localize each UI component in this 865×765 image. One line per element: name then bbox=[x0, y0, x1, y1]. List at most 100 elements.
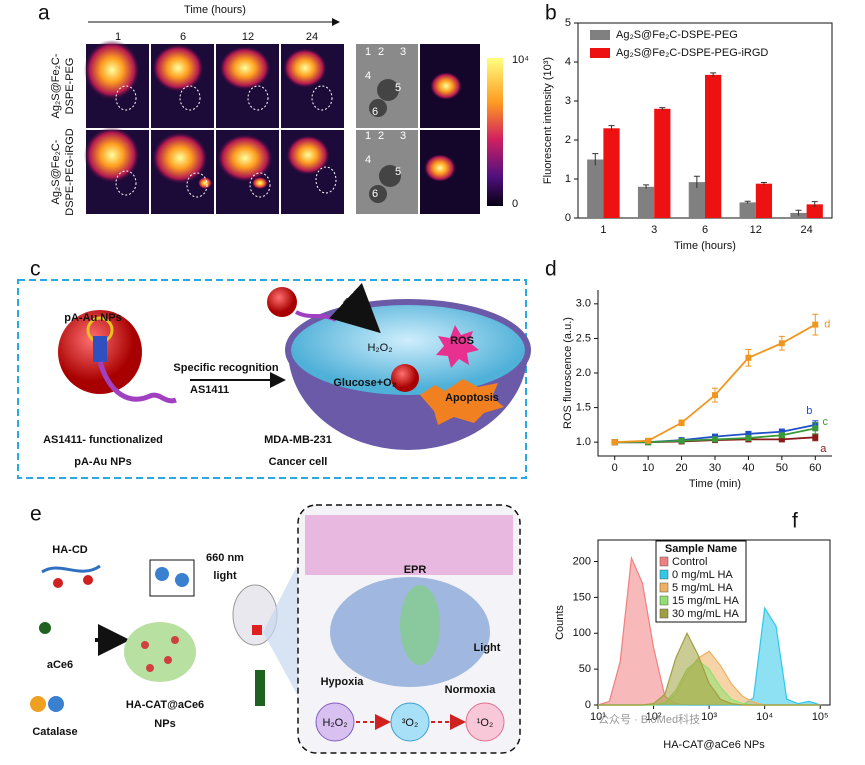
y-tick-label: 3 bbox=[565, 95, 571, 107]
x-tick-label: 10 bbox=[642, 462, 654, 474]
legend-swatch bbox=[659, 595, 669, 606]
legend-label: Control bbox=[672, 556, 707, 568]
y-tick-label: 2.5 bbox=[576, 332, 591, 344]
x-tick-label: 6 bbox=[702, 224, 708, 236]
legend-title: Sample Name bbox=[665, 543, 737, 555]
error-bar bbox=[608, 125, 615, 132]
colorbar-max: 10⁴ bbox=[512, 54, 529, 66]
organ-number: 3 bbox=[400, 46, 406, 58]
y-tick-label: 1 bbox=[565, 173, 571, 185]
panel-label: e bbox=[30, 503, 42, 526]
panel-label: f bbox=[792, 510, 798, 533]
point bbox=[778, 428, 785, 435]
error-bar bbox=[795, 209, 802, 216]
y-tick-label: 0 bbox=[565, 212, 571, 224]
organ-number: 5 bbox=[395, 166, 401, 178]
light-label: 660 nm bbox=[206, 552, 244, 564]
organ-number: 3 bbox=[400, 130, 406, 142]
x-tick-label: 60 bbox=[809, 462, 821, 474]
series-label: c bbox=[823, 416, 829, 428]
time-point: 6 bbox=[180, 31, 186, 43]
y-axis-title: ROS fluroscence (a.u.) bbox=[562, 317, 574, 429]
time-point: 24 bbox=[306, 31, 318, 43]
np-label: NPs bbox=[154, 718, 175, 730]
x-tick-label: 10⁵ bbox=[812, 711, 829, 723]
panel-e: HA-CD aCe6 Catalase HA-CAT@aCe6 NPs 660 … bbox=[30, 504, 521, 754]
x-tick-label: 10⁴ bbox=[756, 711, 773, 723]
cell-caption: Cancer cell bbox=[269, 456, 328, 468]
group-label: Ag₂S@Fe₂C- bbox=[50, 53, 62, 118]
x-tick-label: 12 bbox=[750, 224, 762, 236]
x-tick-label: 10³ bbox=[701, 711, 717, 723]
organ-number: 2 bbox=[378, 46, 384, 58]
x-tick-label: 0 bbox=[612, 462, 618, 474]
species-label: ³O₂ bbox=[402, 717, 419, 729]
point bbox=[611, 439, 618, 446]
y-tick-label: 150 bbox=[573, 591, 591, 603]
y-tick-label: 4 bbox=[565, 56, 571, 68]
group-label: DSPE-PEG-iRGD bbox=[64, 128, 76, 215]
error-bar bbox=[659, 107, 666, 110]
legend-swatch bbox=[659, 569, 669, 580]
point bbox=[778, 340, 785, 347]
x-tick-label: 3 bbox=[651, 224, 657, 236]
legend-label: 30 mg/mL HA bbox=[672, 608, 740, 620]
series-label: b bbox=[806, 405, 812, 417]
legend-swatch bbox=[659, 556, 669, 567]
ros-label: ROS bbox=[450, 335, 474, 347]
organ-number: 6 bbox=[372, 188, 378, 200]
y-tick-label: 1.0 bbox=[576, 436, 591, 448]
point bbox=[678, 419, 685, 426]
point bbox=[745, 435, 752, 442]
error-bar bbox=[643, 184, 650, 189]
legend-swatch bbox=[659, 608, 669, 619]
x-tick-label: 24 bbox=[800, 224, 812, 236]
species-label: ¹O₂ bbox=[477, 717, 494, 729]
bar bbox=[755, 183, 773, 218]
apoptosis-label: Apoptosis bbox=[445, 392, 499, 404]
time-point: 1 bbox=[115, 31, 121, 43]
x-tick-label: 10¹ bbox=[590, 711, 606, 723]
organ-number: 4 bbox=[365, 154, 371, 166]
legend-swatch bbox=[590, 30, 610, 40]
error-bar bbox=[811, 201, 818, 208]
x-tick-label: 50 bbox=[776, 462, 788, 474]
panel-label: c bbox=[30, 258, 41, 281]
y-axis-title: Counts bbox=[554, 605, 566, 640]
bar bbox=[739, 202, 756, 218]
point bbox=[712, 436, 718, 443]
organ-number: 5 bbox=[395, 82, 401, 94]
bar bbox=[806, 204, 823, 218]
catalase-label: Catalase bbox=[32, 726, 77, 738]
error-bar bbox=[592, 153, 599, 166]
point bbox=[712, 392, 718, 399]
organ-number: 2 bbox=[378, 130, 384, 142]
bar bbox=[654, 108, 671, 218]
aptamer-label: AS1411 bbox=[190, 384, 229, 396]
light-label: light bbox=[213, 570, 237, 582]
point bbox=[745, 430, 752, 437]
point bbox=[778, 436, 785, 443]
series-label: d bbox=[824, 318, 830, 330]
light-tumor-label: Light bbox=[474, 642, 501, 654]
axes bbox=[597, 290, 832, 457]
np-label: HA-CAT@aCe6 bbox=[126, 699, 204, 711]
panel-c: pA-Au NPs AS1411 Specific recognition AS… bbox=[17, 279, 531, 479]
y-tick-label: 2.0 bbox=[576, 367, 591, 379]
np-caption: AS1411- functionalized bbox=[43, 434, 163, 446]
hypoxia-label: Hypoxia bbox=[321, 676, 365, 688]
ace6-label: aCe6 bbox=[47, 659, 73, 671]
legend-swatch bbox=[590, 48, 610, 58]
bar bbox=[603, 128, 620, 218]
watermark: 公众号 · BioMed科技 bbox=[598, 712, 700, 726]
histogram-area bbox=[598, 631, 821, 706]
legend-label: 15 mg/mL HA bbox=[672, 595, 740, 607]
x-tick-label: 1 bbox=[600, 224, 606, 236]
panel-label: d bbox=[545, 258, 557, 281]
y-tick-label: 1.5 bbox=[576, 401, 591, 413]
x-axis-title: Time (min) bbox=[689, 478, 741, 490]
error-bar bbox=[710, 72, 717, 77]
x-tick-label: 10² bbox=[646, 711, 662, 723]
